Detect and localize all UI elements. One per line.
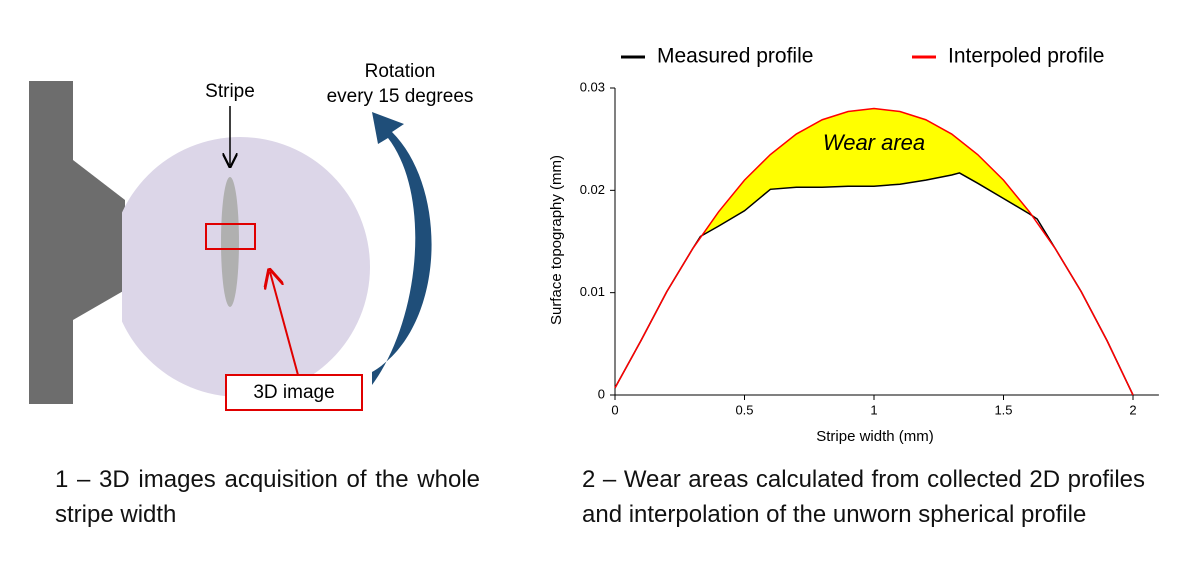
x-tick-label: 1.5 xyxy=(994,402,1012,417)
y-tick-label: 0.01 xyxy=(580,284,605,299)
holder-neck xyxy=(73,160,125,320)
rotation-label: every 15 degrees xyxy=(327,86,474,107)
image-label: 3D image xyxy=(253,382,334,403)
diagram: Stripe 3D image Rotation every 15 degree… xyxy=(29,61,474,411)
caption: 2 – Wear areas calculated from collected… xyxy=(582,466,1145,528)
x-tick-label: 0 xyxy=(611,402,618,417)
x-axis-label: Stripe width (mm) xyxy=(816,428,934,445)
y-tick-label: 0 xyxy=(598,386,605,401)
image-arrow xyxy=(270,272,299,376)
x-tick-label: 2 xyxy=(1129,402,1136,417)
series-line xyxy=(614,172,1134,396)
image-label-box xyxy=(225,374,363,411)
stripe-label: Stripe xyxy=(205,81,255,102)
y-tick-label: 0.03 xyxy=(580,79,605,94)
x-tick-label: 0.5 xyxy=(735,402,753,417)
legend-label: Measured profile xyxy=(657,45,813,68)
ball xyxy=(122,137,370,397)
image-box xyxy=(205,223,256,250)
stripe xyxy=(221,177,239,307)
caption: 1 – 3D images acquisition of the whole s… xyxy=(55,466,480,528)
series-line xyxy=(614,107,1134,396)
annotation: Wear area xyxy=(823,130,925,155)
legend-label: Interpoled profile xyxy=(948,45,1104,68)
y-axis-label: Surface topography (mm) xyxy=(548,155,565,325)
rotation-label: Rotation xyxy=(365,61,436,82)
chart: Stripe width (mm) Surface topography (mm… xyxy=(548,45,1159,445)
rotation-arrow xyxy=(372,112,432,385)
wear-area xyxy=(700,108,1038,237)
x-tick-label: 1 xyxy=(870,402,877,417)
y-tick-label: 0.02 xyxy=(580,182,605,197)
holder xyxy=(29,81,73,404)
